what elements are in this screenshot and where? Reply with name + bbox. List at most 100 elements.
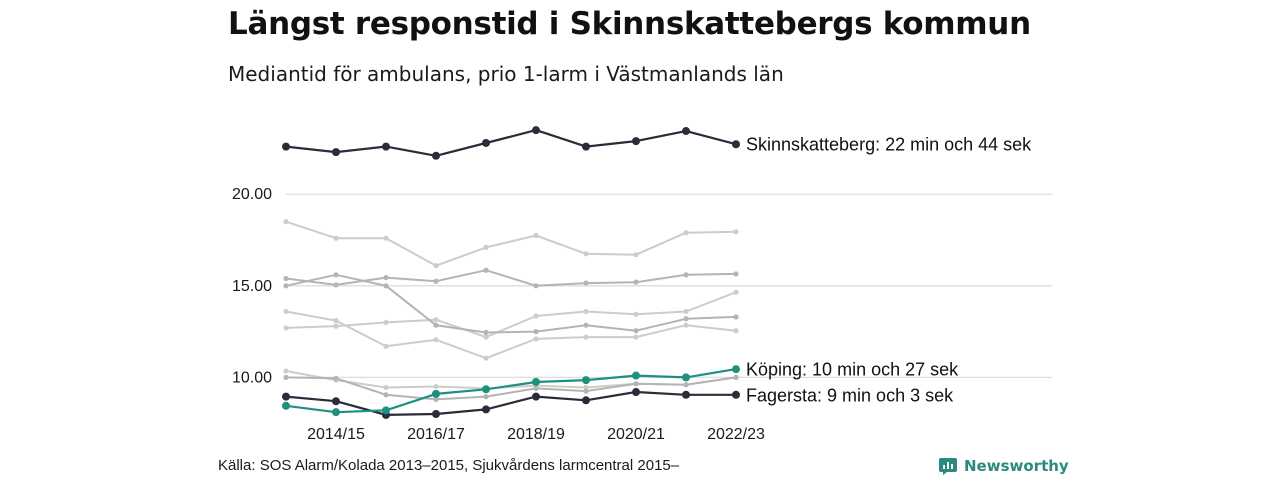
data-point <box>532 377 540 386</box>
data-point <box>432 151 440 160</box>
data-point <box>482 138 490 147</box>
data-point <box>283 308 289 315</box>
data-point <box>733 328 739 334</box>
brand-name: Newsworthy <box>964 457 1069 475</box>
data-point <box>333 375 339 381</box>
newsworthy-logo-icon <box>939 458 957 475</box>
data-point <box>282 142 290 151</box>
x-tick-label: 2022/23 <box>707 426 765 443</box>
y-tick-label: 15.00 <box>232 278 272 295</box>
data-point <box>533 313 539 319</box>
data-point <box>633 279 639 285</box>
data-point <box>483 329 489 336</box>
data-point <box>583 251 589 257</box>
data-point <box>632 137 640 146</box>
data-point <box>583 308 589 315</box>
series-line <box>285 310 737 360</box>
series-lines <box>282 126 740 419</box>
series-other-3 <box>283 368 739 391</box>
data-point <box>583 322 589 328</box>
data-point <box>533 385 539 391</box>
data-point <box>683 322 689 328</box>
data-point <box>683 382 689 388</box>
series-labels: Skinnskatteberg: 22 min och 44 sek Fagers… <box>746 135 1032 406</box>
y-tick-label: 10.00 <box>232 369 272 386</box>
data-point <box>483 355 489 361</box>
data-point <box>382 406 390 415</box>
data-point <box>682 373 690 382</box>
data-point <box>283 374 289 380</box>
data-point <box>332 148 340 157</box>
data-point <box>582 376 590 385</box>
data-point <box>633 334 639 340</box>
source-note: Källa: SOS Alarm/Kolada 2013–2015, Sjukv… <box>218 457 680 474</box>
data-point <box>483 334 489 340</box>
data-point <box>333 318 339 324</box>
data-point <box>733 314 739 320</box>
data-point <box>732 365 740 374</box>
data-point <box>632 371 640 380</box>
data-point <box>633 252 639 258</box>
data-point <box>383 319 389 326</box>
data-point <box>633 381 639 387</box>
data-point <box>433 396 439 402</box>
brand-logo: Newsworthy <box>938 456 1069 476</box>
axis-labels: 10.00 15.00 20.00 2014/15 2016/17 2018/19 2020… <box>232 186 765 443</box>
chart-subtitle: Mediantid för ambulans, prio 1-larm i Vä… <box>228 62 784 86</box>
data-point <box>432 410 440 419</box>
series-line <box>285 220 737 267</box>
data-point <box>282 401 290 410</box>
data-point <box>583 334 589 340</box>
series-other-5 <box>283 267 739 289</box>
data-point <box>582 142 590 151</box>
data-point <box>283 275 289 282</box>
data-point <box>683 272 689 278</box>
data-point <box>282 392 290 401</box>
x-tick-label: 2014/15 <box>307 426 365 443</box>
data-point <box>383 384 389 391</box>
data-point <box>633 311 639 317</box>
data-point <box>732 140 740 149</box>
data-point <box>733 374 739 380</box>
data-point <box>433 317 439 323</box>
grid-lines <box>286 193 1052 379</box>
data-point <box>332 408 340 417</box>
data-point <box>332 397 340 406</box>
data-point <box>433 263 439 269</box>
data-point <box>633 328 639 334</box>
data-point <box>533 283 539 289</box>
data-point <box>333 235 339 241</box>
data-point <box>333 282 339 288</box>
data-point <box>683 308 689 315</box>
series-köping <box>282 365 740 417</box>
data-point <box>482 405 490 414</box>
series-skinnskatteberg <box>282 126 740 160</box>
chart-title: Längst responstid i Skinnskattebergs kom… <box>228 6 1031 42</box>
data-point <box>383 235 389 241</box>
y-tick-label: 20.00 <box>232 186 272 203</box>
data-point <box>383 343 389 349</box>
series-line <box>285 390 736 416</box>
data-point <box>433 337 439 343</box>
data-point <box>683 230 689 236</box>
data-point <box>283 325 289 331</box>
data-point <box>333 323 339 329</box>
data-point <box>683 316 689 322</box>
data-point <box>583 280 589 286</box>
series-fagersta <box>282 388 740 419</box>
data-point <box>733 271 739 277</box>
data-point <box>733 289 739 295</box>
data-point <box>532 126 540 135</box>
series-other-2 <box>283 289 739 340</box>
data-point <box>383 274 389 281</box>
data-point <box>483 267 489 273</box>
data-point <box>682 127 690 136</box>
series-other-0 <box>283 219 739 269</box>
data-point <box>383 283 389 289</box>
x-tick-label: 2016/17 <box>407 426 465 443</box>
data-point <box>283 283 289 289</box>
x-tick-label: 2018/19 <box>507 426 565 443</box>
data-point <box>583 388 589 394</box>
data-point <box>533 232 539 239</box>
x-tick-label: 2020/21 <box>607 426 665 443</box>
